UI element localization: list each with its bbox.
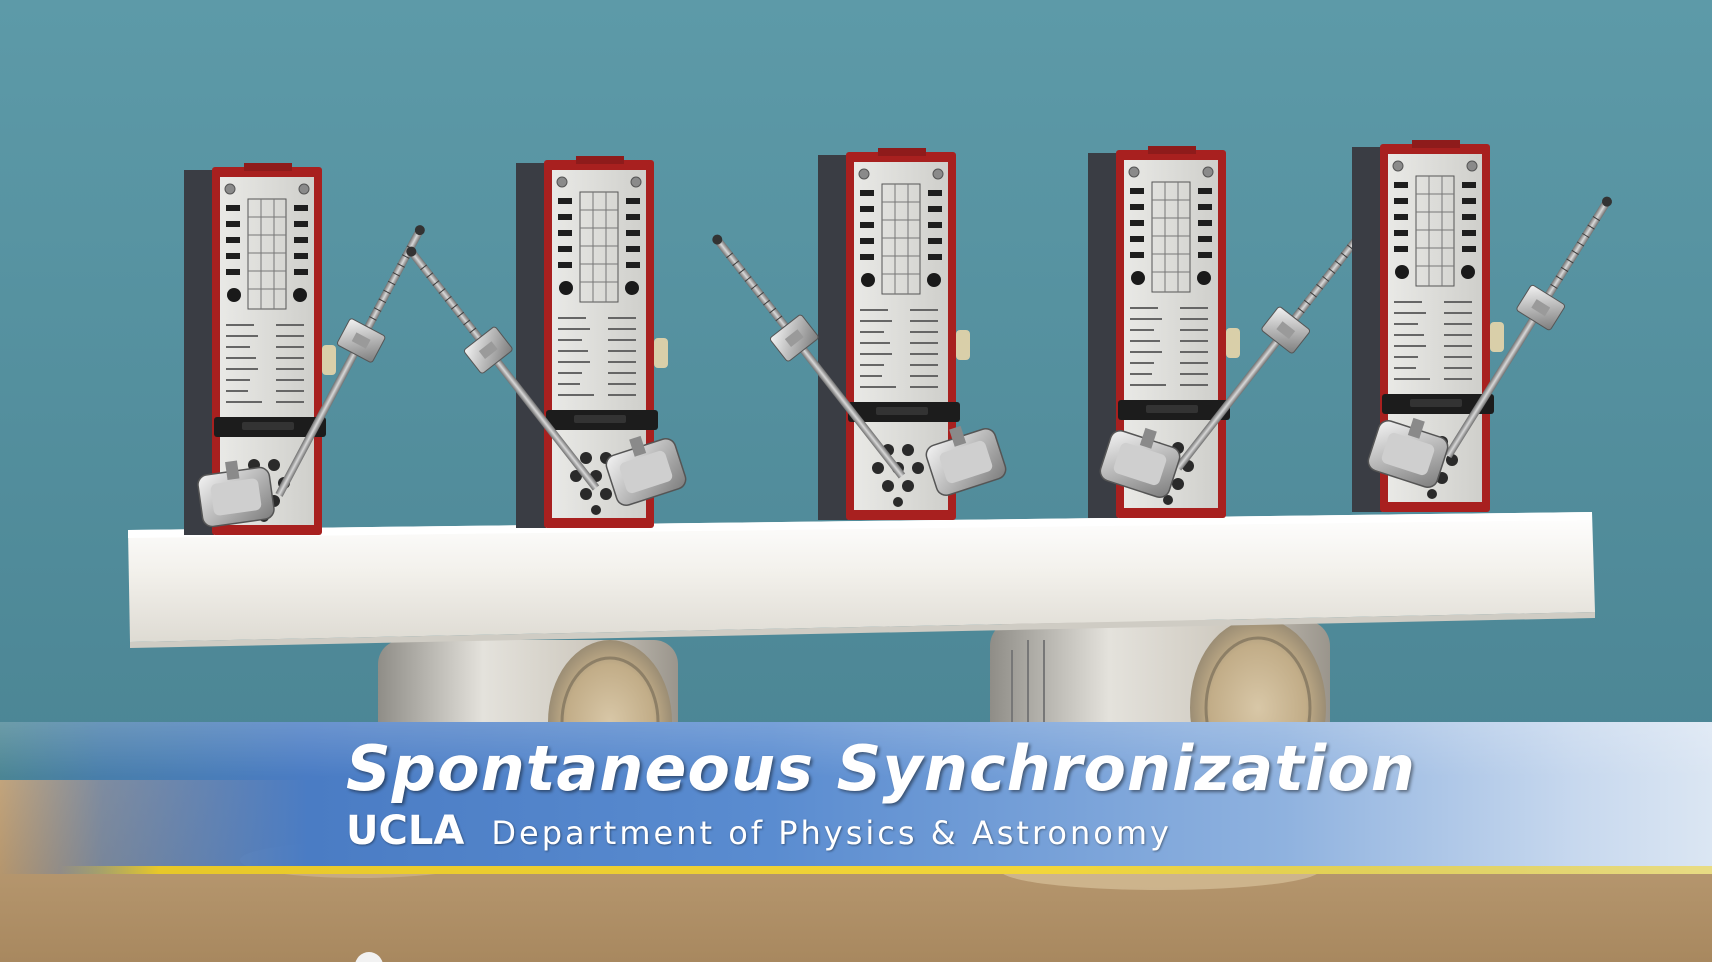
banner-accent-stripe [60, 866, 1712, 874]
organization-name: UCLA [346, 808, 465, 854]
foam-board [128, 512, 1595, 648]
credit-line: UCLA Department of Physics & Astronomy [346, 808, 1172, 854]
lower-third-banner [0, 722, 1712, 874]
department-name: Department of Physics & Astronomy [491, 814, 1172, 852]
scrubber-handle-icon[interactable] [355, 952, 383, 962]
video-title: Spontaneous Synchronization [346, 732, 1416, 805]
banner-gloss [0, 722, 1712, 777]
